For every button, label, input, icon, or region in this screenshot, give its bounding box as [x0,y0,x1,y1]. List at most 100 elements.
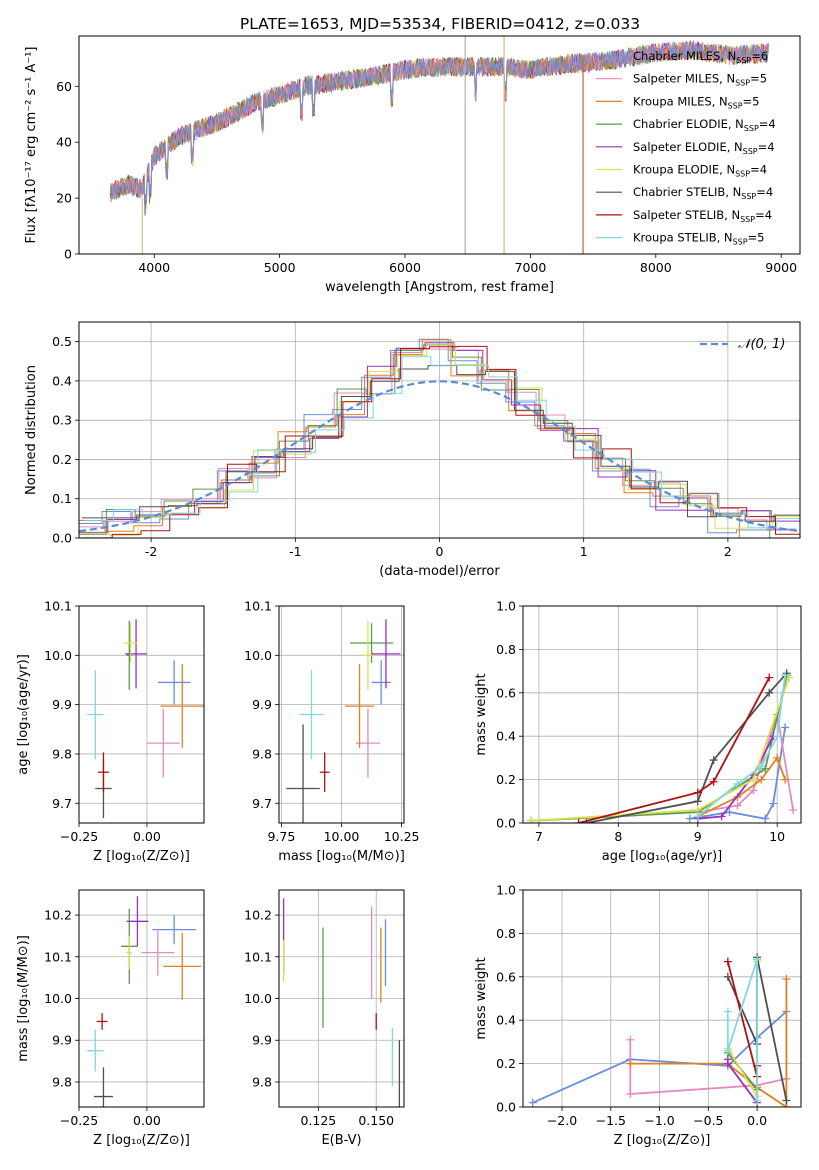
weight-marker [709,777,718,786]
errorbar-point [87,1029,104,1072]
weight-marker [733,779,742,788]
legend-text-tail: =5 [750,72,767,86]
ytick-label: 9.8 [252,1074,272,1089]
ytick-label: 0 [64,247,72,262]
weight-series-line [726,1059,758,1104]
weight-marker [685,814,694,823]
weight-marker [773,732,782,741]
weight-marker [709,756,718,765]
errorbar-point [146,708,180,778]
weight-marker [781,723,790,732]
series-weight_vs_Z [528,953,791,1107]
axes-frame [78,35,801,255]
ytick-label: 0.5 [52,334,72,349]
errorbar-point [152,915,196,945]
series-spectrum [109,36,770,254]
ytick-label: 60 [56,79,72,94]
ytick-label: 10.1 [244,949,272,964]
histogram-series [79,344,799,538]
legend-text: Chabrier ELODIE, N [633,117,744,131]
xtick-label: 1 [580,544,588,559]
xtick-label: 0.125 [300,1113,336,1128]
errorbar-point [345,664,374,749]
y-axis-label: mass weight [474,957,489,1039]
errorbar-point [123,623,138,663]
axes-frame [522,889,802,1108]
legend-text: Salpeter STELIB, N [633,208,740,222]
ytick-label: 0.8 [496,642,516,657]
series-age_vs_Z [87,619,204,819]
plots: 4000 5000 6000 7000 8000 90000204060wavelengt… [16,35,802,1148]
legend-subscript: SSP [736,56,751,65]
xtick-label: 0.00 [133,829,161,844]
ytick-label: 0.0 [496,816,516,831]
ytick-label: 0.2 [52,452,72,467]
weight-marker [765,688,774,697]
weight-marker [626,1059,635,1068]
ytick-label: 10.2 [44,908,72,923]
axes-frame [278,605,405,824]
series-weight_vs_age [526,669,798,823]
x-axis-label: wavelength [Angstrom, rest frame] [325,280,554,295]
legend-label: 𝒩(0, 1) [738,337,785,352]
weight-series-line [586,672,788,823]
series-mass_vs_Z [87,896,202,1107]
legend-text-tail: =5 [743,94,760,108]
weight-series-line [726,959,758,1101]
weight-marker [781,775,790,784]
ytick-label: 1.0 [496,883,516,898]
weight-marker [769,799,778,808]
xtick-label: 8 [614,829,622,844]
weight-marker [693,797,702,806]
weight-marker [723,972,732,981]
legend-text-tail: =6 [751,49,768,63]
axes-residuals: -2 -1 0 1 2 0.0 0.1 0.2 0.3 0.4 0.5 (data-model)/er… [24,321,801,579]
ytick-label: 9.9 [252,697,272,712]
axes-age_vs_mass: 9.75 10.00 10.25 9.7 9.8 9.9 10.0 10.1 mass [log… [244,599,419,865]
ytick-label: 0.4 [496,729,516,744]
ytick-label: 10.1 [44,949,72,964]
errorbar-point [157,660,191,705]
y-axis-label: Flux [fλ10⁻¹⁷ erg cm⁻² s⁻¹ A⁻¹] [24,47,39,244]
ytick-label: 9.8 [52,746,72,761]
ytick-label: 10.0 [244,991,272,1006]
ytick-label: 0.0 [496,1100,516,1115]
weight-marker [723,1007,732,1016]
xtick-label: −2.0 [547,1113,577,1128]
xtick-label: −0.25 [60,1113,98,1128]
legend-subscript: SSP [728,101,743,110]
legend-text-tail: =4 [756,185,773,199]
xtick-label: 5000 [264,260,296,275]
ytick-label: 9.8 [52,1074,72,1089]
ytick-label: 0.4 [52,373,72,388]
series-age_vs_mass [286,619,401,823]
axes-spectrum: 4000 5000 6000 7000 8000 9000 0 20 40 60 wavelengt… [24,35,801,295]
errorbar-point [349,623,394,663]
y-axis-label: Normed distribution [24,365,39,495]
grid-mass_vs_EBV [279,890,404,1107]
xtick-label: 7000 [515,260,547,275]
series-mass_vs_EBV [282,898,401,1107]
xtick-label: −0.5 [693,1113,723,1128]
legend-text: Chabrier MILES, N [633,49,736,63]
xtick-label: 0.0 [747,1113,767,1128]
xtick-label: −1.0 [644,1113,674,1128]
ytick-label: 0.4 [496,1013,516,1028]
xtick-label: −1.5 [596,1113,626,1128]
legend-label: Kroupa ELODIE, NSSP=4 [633,163,767,179]
grid-residuals [79,322,800,539]
legend-text: Salpeter ELODIE, N [633,140,743,154]
xtick-label: -1 [289,544,301,559]
errorbar-point [126,935,132,970]
errorbar-point [96,1013,108,1030]
xtick-label: 8000 [640,260,672,275]
axes-mass_vs_EBV: 0.125 0.150 9.8 9.9 10.0 10.1 10.2 E(B-V) [244,889,405,1148]
errorbar-point [286,724,320,823]
xtick-label: 0 [436,544,444,559]
xtick-label: -2 [145,544,157,559]
weight-marker [693,812,702,821]
ytick-label: 0.0 [52,531,72,546]
ytick-label: 40 [56,135,72,150]
xtick-label: 10.25 [384,829,420,844]
